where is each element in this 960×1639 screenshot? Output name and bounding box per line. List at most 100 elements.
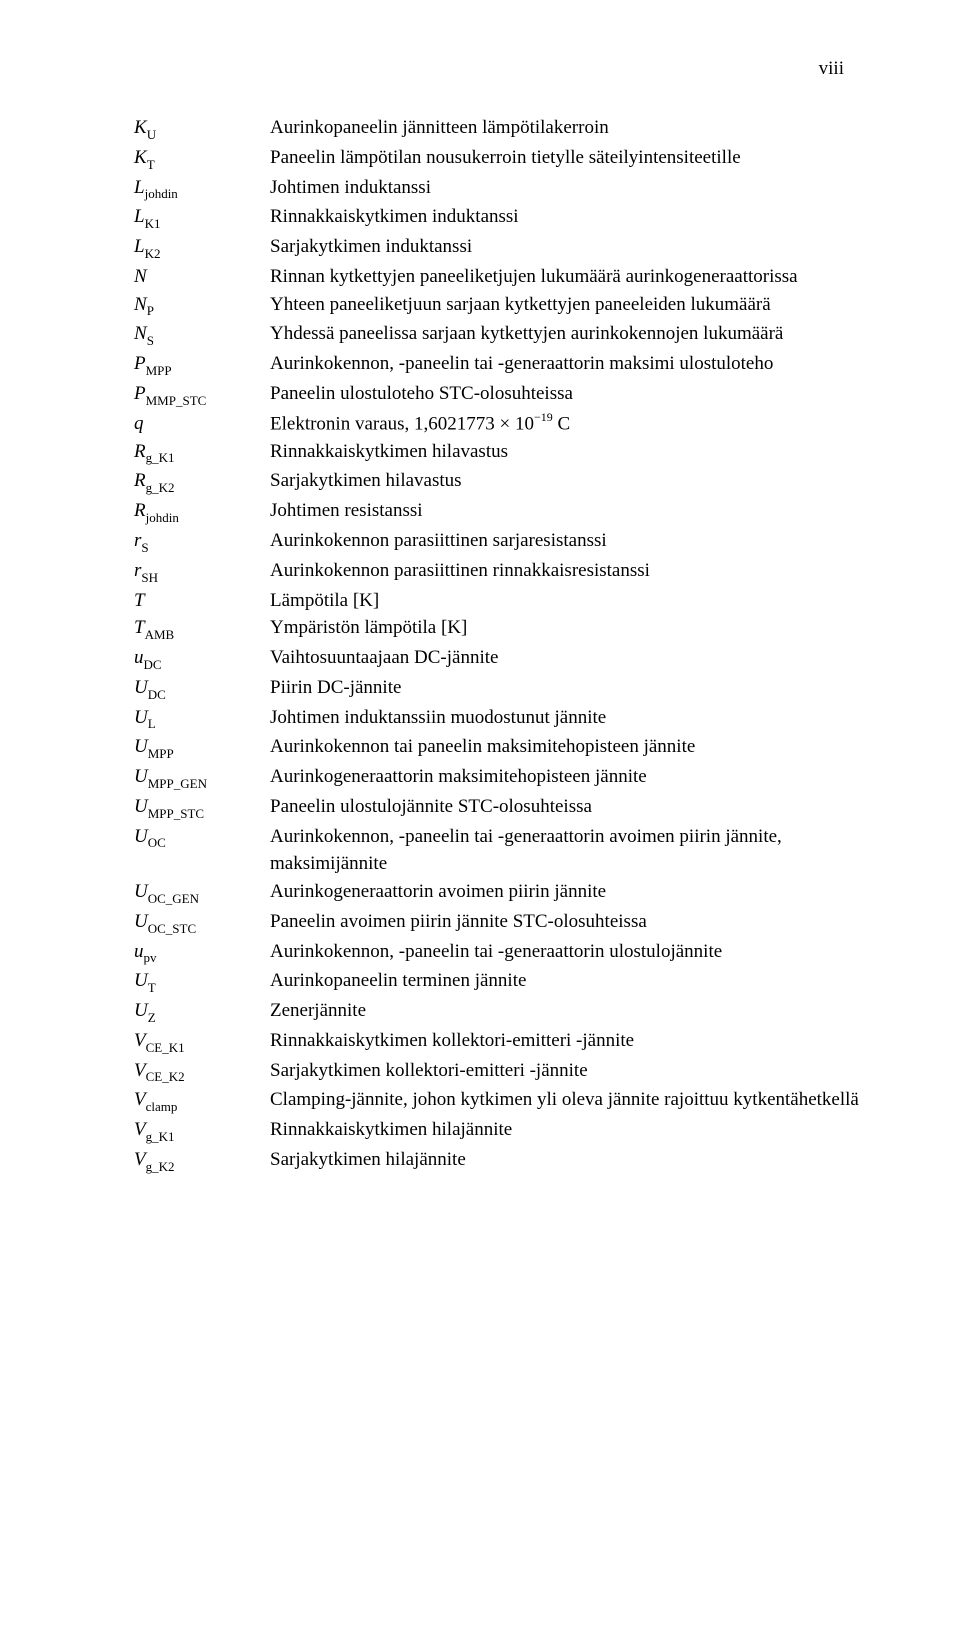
- symbol-cell: VCE_K1: [134, 1027, 270, 1057]
- table-row: ULJohtimen induktanssiin muodostunut jän…: [134, 704, 860, 734]
- symbol-cell: VCE_K2: [134, 1057, 270, 1087]
- symbol-subscript: OC: [148, 835, 166, 850]
- symbol-main: N: [134, 323, 147, 344]
- table-row: NRinnan kytkettyjen paneeliketjujen luku…: [134, 263, 860, 291]
- symbol-subscript: S: [141, 540, 148, 555]
- table-row: LK2Sarjakytkimen induktanssi: [134, 233, 860, 263]
- table-row: qElektronin varaus, 1,6021773 × 10−19 C: [134, 410, 860, 438]
- symbol-main: K: [134, 117, 147, 138]
- description-cell: Aurinkogeneraattorin maksimitehopisteen …: [270, 763, 860, 791]
- description-cell: Aurinkokennon, -paneelin tai -generaatto…: [270, 823, 860, 878]
- symbol-subscript: MPP_STC: [148, 806, 204, 821]
- symbol-subscript: P: [147, 303, 154, 318]
- symbol-cell: UDC: [134, 674, 270, 704]
- symbol-subscript: SH: [141, 570, 158, 585]
- symbol-main: P: [134, 383, 146, 404]
- symbol-main: L: [134, 177, 145, 198]
- symbol-main: R: [134, 441, 146, 462]
- table-row: Vg_K1Rinnakkaiskytkimen hilajännite: [134, 1116, 860, 1146]
- table-row: UMPP_GENAurinkogeneraattorin maksimiteho…: [134, 763, 860, 793]
- symbol-cell: UL: [134, 704, 270, 734]
- symbol-cell: Rjohdin: [134, 497, 270, 527]
- symbol-main: N: [134, 294, 147, 315]
- description-cell: Aurinkokennon, -paneelin tai -generaatto…: [270, 938, 860, 966]
- symbol-subscript: OC_GEN: [148, 891, 199, 906]
- symbol-cell: uDC: [134, 644, 270, 674]
- symbol-main: T: [134, 590, 145, 611]
- symbol-main: V: [134, 1030, 146, 1051]
- table-row: UOC_STCPaneelin avoimen piirin jännite S…: [134, 908, 860, 938]
- symbol-main: P: [134, 353, 146, 374]
- description-cell: Piirin DC-jännite: [270, 674, 860, 702]
- symbol-main: U: [134, 736, 148, 757]
- table-row: RjohdinJohtimen resistanssi: [134, 497, 860, 527]
- symbol-subscript: pv: [144, 950, 157, 965]
- table-row: VclampClamping-jännite, johon kytkimen y…: [134, 1086, 860, 1116]
- symbol-cell: upv: [134, 938, 270, 968]
- symbol-subscript: K2: [145, 246, 161, 261]
- symbol-main: U: [134, 970, 148, 991]
- symbol-main: L: [134, 206, 145, 227]
- symbol-cell: UOC: [134, 823, 270, 853]
- table-row: LjohdinJohtimen induktanssi: [134, 174, 860, 204]
- symbol-cell: rS: [134, 527, 270, 557]
- description-cell: Paneelin ulostulojännite STC-olosuhteiss…: [270, 793, 860, 821]
- symbol-cell: Ljohdin: [134, 174, 270, 204]
- description-cell: Rinnakkaiskytkimen kollektori-emitteri -…: [270, 1027, 860, 1055]
- table-row: rSHAurinkokennon parasiittinen rinnakkai…: [134, 557, 860, 587]
- symbol-subscript: MPP: [148, 746, 174, 761]
- description-cell: Aurinkokennon parasiittinen rinnakkaisre…: [270, 557, 860, 585]
- description-cell: Sarjakytkimen kollektori-emitteri -jänni…: [270, 1057, 860, 1085]
- symbol-subscript: g_K1: [146, 1129, 175, 1144]
- description-cell: Paneelin ulostuloteho STC-olosuhteissa: [270, 380, 860, 408]
- symbol-subscript: DC: [148, 687, 166, 702]
- symbol-cell: UZ: [134, 997, 270, 1027]
- table-row: UDCPiirin DC-jännite: [134, 674, 860, 704]
- symbol-subscript: g_K1: [146, 450, 175, 465]
- symbol-subscript: clamp: [146, 1099, 178, 1114]
- symbol-cell: rSH: [134, 557, 270, 587]
- table-row: VCE_K1Rinnakkaiskytkimen kollektori-emit…: [134, 1027, 860, 1057]
- symbol-subscript: MPP_GEN: [148, 776, 207, 791]
- symbol-cell: q: [134, 410, 270, 438]
- symbol-subscript: johdin: [146, 510, 179, 525]
- symbol-main: V: [134, 1060, 146, 1081]
- symbol-subscript: T: [148, 980, 156, 995]
- table-row: uDCVaihtosuuntaajaan DC-jännite: [134, 644, 860, 674]
- symbol-cell: PMPP: [134, 350, 270, 380]
- symbol-cell: TAMB: [134, 614, 270, 644]
- symbol-subscript: Z: [148, 1010, 156, 1025]
- description-cell: Rinnan kytkettyjen paneeliketjujen lukum…: [270, 263, 860, 291]
- table-row: UZZenerjännite: [134, 997, 860, 1027]
- symbol-cell: T: [134, 587, 270, 615]
- description-cell: Clamping-jännite, johon kytkimen yli ole…: [270, 1086, 860, 1114]
- symbol-table: KUAurinkopaneelin jännitteen lämpötilake…: [134, 114, 860, 1176]
- symbol-subscript: L: [148, 716, 156, 731]
- symbol-cell: UMPP_GEN: [134, 763, 270, 793]
- page-number: viii: [819, 58, 844, 80]
- description-cell: Paneelin lämpötilan nousukerroin tietyll…: [270, 144, 860, 172]
- symbol-cell: KT: [134, 144, 270, 174]
- description-cell: Johtimen induktanssiin muodostunut jänni…: [270, 704, 860, 732]
- symbol-cell: PMMP_STC: [134, 380, 270, 410]
- description-cell: Aurinkogeneraattorin avoimen piirin jänn…: [270, 878, 860, 906]
- description-cell: Rinnakkaiskytkimen hilajännite: [270, 1116, 860, 1144]
- symbol-main: U: [134, 677, 148, 698]
- symbol-cell: UOC_STC: [134, 908, 270, 938]
- symbol-cell: UMPP_STC: [134, 793, 270, 823]
- symbol-main: U: [134, 1000, 148, 1021]
- symbol-subscript: g_K2: [146, 480, 175, 495]
- symbol-main: K: [134, 147, 147, 168]
- description-cell: Johtimen resistanssi: [270, 497, 860, 525]
- symbol-cell: UT: [134, 967, 270, 997]
- symbol-cell: Rg_K2: [134, 467, 270, 497]
- symbol-main: U: [134, 766, 148, 787]
- table-row: upvAurinkokennon, -paneelin tai -generaa…: [134, 938, 860, 968]
- symbol-subscript: johdin: [145, 186, 178, 201]
- table-row: rSAurinkokennon parasiittinen sarjaresis…: [134, 527, 860, 557]
- table-row: UOCAurinkokennon, -paneelin tai -generaa…: [134, 823, 860, 878]
- symbol-main: U: [134, 911, 148, 932]
- symbol-cell: UOC_GEN: [134, 878, 270, 908]
- description-cell: Sarjakytkimen induktanssi: [270, 233, 860, 261]
- symbol-cell: LK1: [134, 203, 270, 233]
